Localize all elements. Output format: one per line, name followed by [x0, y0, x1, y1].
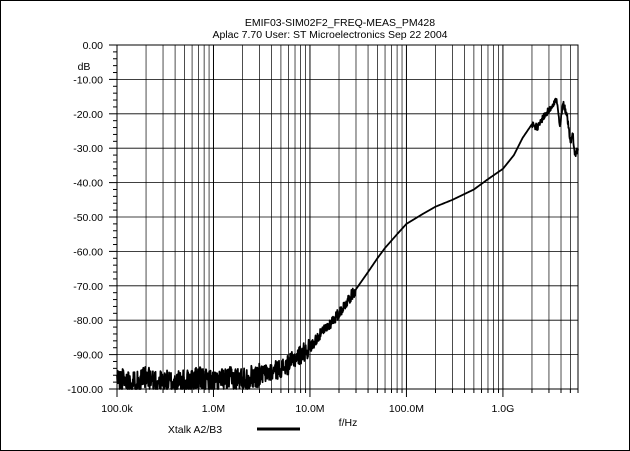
x-tick-label: 10.0M — [295, 403, 324, 415]
y-tick-label: 0.00 — [83, 40, 104, 52]
y-tick-label: -60.00 — [73, 246, 103, 258]
y-tick-label: -80.00 — [73, 315, 103, 327]
series-line-xtalk — [116, 97, 579, 390]
chart-title: EMIF03-SIM02F2_FREQ-MEAS_PM428 — [245, 17, 435, 29]
x-tick-label: 1.0G — [492, 403, 515, 415]
x-tick-label: 100.0M — [389, 403, 424, 415]
y-tick-label: -40.00 — [73, 178, 103, 190]
x-tick-labels: 100.0k 1.0M 10.0M 100.0M 1.0G — [101, 403, 514, 415]
y-tick-label: -30.00 — [73, 143, 103, 155]
axis-ticks — [109, 44, 579, 397]
y-tick-labels: 0.00 -10.00 -20.00 -30.00 -40.00 -50.00 -60.00… — [67, 40, 103, 396]
x-tick-label: 1.0M — [202, 403, 225, 415]
y-axis-label: dB — [78, 61, 91, 73]
y-tick-label: -70.00 — [73, 281, 103, 293]
y-tick-label: -100.00 — [67, 384, 103, 396]
y-tick-label: -20.00 — [73, 109, 103, 121]
legend-label: Xtalk A2/B3 — [168, 424, 222, 436]
x-axis-label: f/Hz — [339, 417, 358, 429]
x-tick-label: 100.0k — [101, 403, 133, 415]
chart-subtitle: Aplac 7.70 User: ST Microelectronics Sep… — [212, 29, 447, 41]
y-tick-label: -90.00 — [73, 350, 103, 362]
y-tick-label: -10.00 — [73, 74, 103, 86]
plot-frame — [116, 44, 579, 390]
y-tick-label: -50.00 — [73, 212, 103, 224]
